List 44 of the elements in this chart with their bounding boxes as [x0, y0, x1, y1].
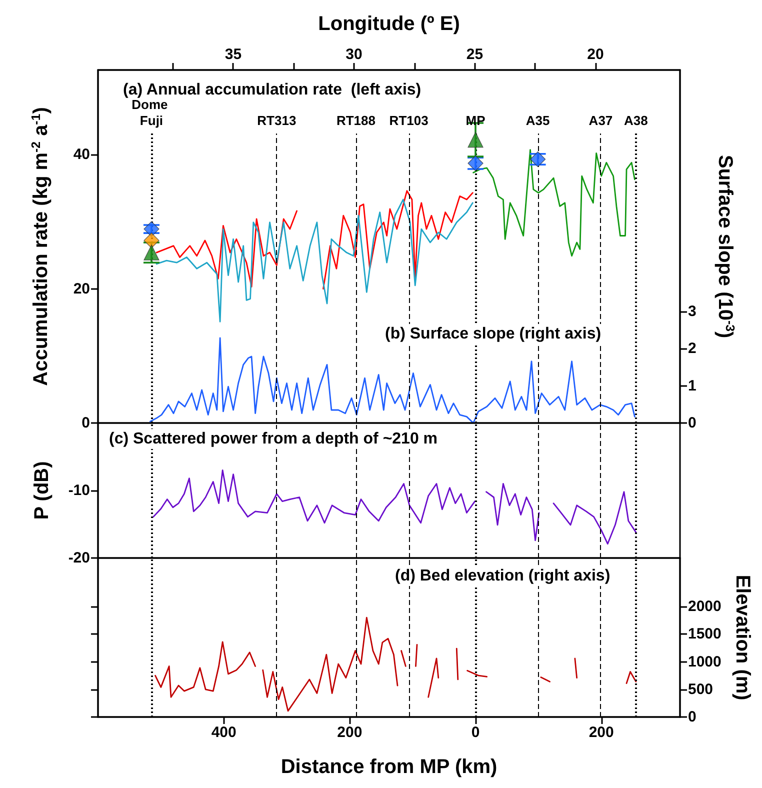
y2-tick-label: 1000: [688, 653, 722, 670]
ref-line-label: RT188: [336, 113, 376, 128]
ref-line-label: Dome Fuji: [132, 97, 172, 128]
y-tick-label: 20: [73, 280, 90, 298]
ref-line-label: A38: [624, 113, 648, 128]
y-tick-label: -10: [68, 482, 90, 499]
x-tick-label: 0: [471, 724, 480, 741]
y2-tick-label: 500: [688, 680, 714, 698]
annotation: (d) Bed elevation (right axis): [395, 568, 610, 584]
annotation: (b) Surface slope (right axis): [385, 326, 602, 342]
x2-axis-title: Longitude (º E): [318, 13, 460, 35]
y-tick-label: 40: [73, 146, 90, 164]
y2-tick-label: 2000: [688, 598, 722, 616]
y2-axis-title: Elevation (m): [731, 574, 754, 700]
y-tick-label: -20: [68, 550, 90, 566]
x-axis-title: Distance from MP (km): [280, 756, 498, 778]
x2-tick-label: 30: [346, 46, 362, 63]
x2-tick-label: 25: [466, 46, 484, 63]
y2-tick-label: 1: [688, 377, 696, 394]
x-tick-label: 200: [588, 724, 614, 741]
ref-line-label: RT103: [389, 113, 428, 128]
y-tick-label: 0: [82, 414, 90, 432]
line-series: [156, 198, 474, 322]
point: [144, 232, 160, 248]
x2-tick-label: 35: [224, 46, 242, 63]
point: [144, 244, 160, 260]
point: [468, 132, 484, 148]
annotation: (a) Annual accumulation rate (left axis): [123, 82, 422, 98]
y2-tick-label: 2: [688, 340, 696, 358]
ref-line-label: RT313: [257, 113, 296, 128]
annotation: (c) Scattered power from a depth of ~210 m: [109, 430, 438, 448]
y-axis-title: P (dB): [31, 461, 53, 520]
y2-tick-label: 0: [688, 414, 696, 432]
y-axis-title: Accumulation rate (kg m-2 a-1): [29, 107, 52, 386]
x-tick-label: 400: [211, 724, 236, 741]
x2-tick-label: 20: [587, 46, 604, 63]
y2-axis-title: Surface slope (10-3): [714, 154, 737, 338]
ref-line-label: A35: [526, 113, 550, 128]
x-tick-label: 200: [337, 724, 362, 741]
ref-line-label: A37: [588, 113, 613, 128]
y2-tick-label: 1500: [688, 626, 722, 643]
y2-tick-label: 3: [688, 303, 696, 320]
point: [144, 221, 160, 237]
y2-tick-label: 0: [688, 708, 696, 726]
